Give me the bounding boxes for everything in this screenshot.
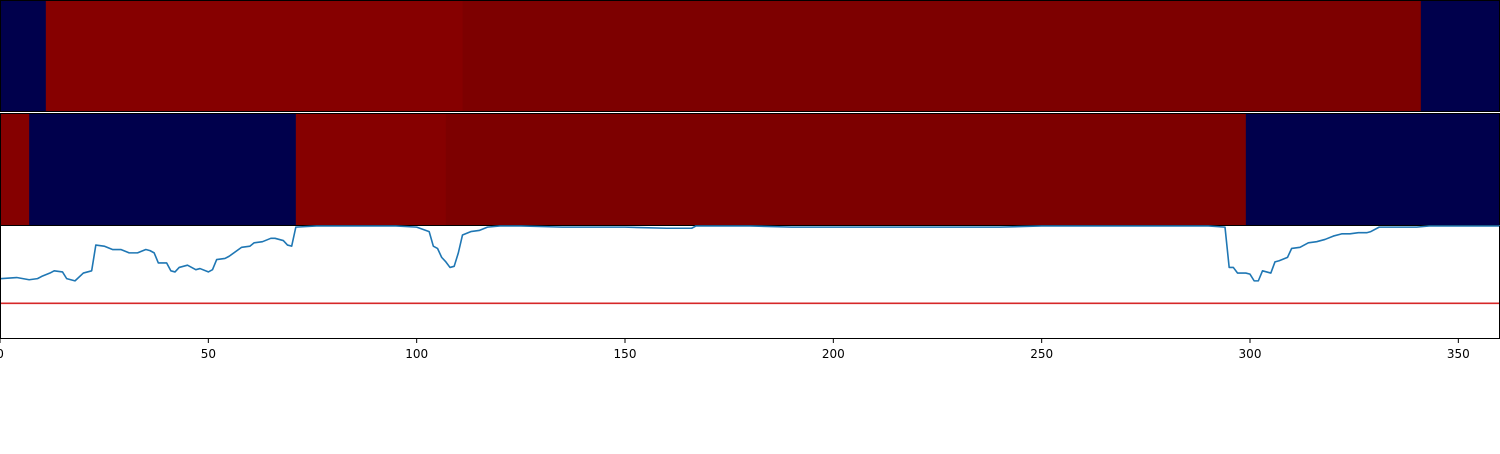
x-tick-label-350: 350 [1447,347,1470,361]
heatmap-middle-segment-2 [295,113,447,226]
series-line [0,225,1500,282]
x-tick-label-200: 200 [822,347,845,361]
x-tick-label-150: 150 [614,347,637,361]
heatmap-middle-segment-0 [0,113,30,226]
x-tick-label-250: 250 [1030,347,1053,361]
x-tick-label-100: 100 [405,347,428,361]
heatmap-middle-segment-1 [29,113,297,226]
heatmap-top-segment-3 [1420,0,1500,112]
x-tick-label-50: 50 [201,347,216,361]
heatmap-top-segment-0 [0,0,47,112]
heatmap-top-segment-1 [45,0,463,112]
x-tick-label-300: 300 [1239,347,1262,361]
line-plot-panel [0,225,1500,339]
heatmap-middle-segment-4 [1245,113,1500,226]
heatmap-panel-top [0,0,1500,112]
x-tick-label-0: 0 [0,347,4,361]
heatmap-middle-segment-3 [445,113,1247,226]
heatmap-panel-middle [0,113,1500,226]
heatmap-top-segment-2 [462,0,1422,112]
x-axis: 0 50 100 150 200 250 300 350 [0,338,1470,361]
